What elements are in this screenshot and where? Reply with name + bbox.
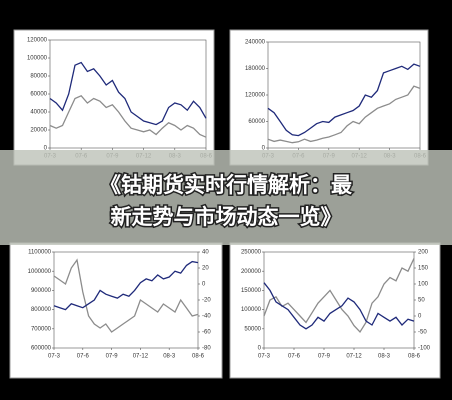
y-tick-label: 600000 — [31, 346, 52, 352]
banner-line: 新走势与市场动态一览》 — [111, 205, 342, 229]
x-tick-label: 07-9 — [318, 354, 331, 360]
y-tick-label: 60000 — [248, 119, 265, 125]
y-tick-label: 800000 — [31, 307, 52, 313]
x-tick-label: 08-3 — [163, 354, 176, 360]
y2-tick-label: 50 — [418, 298, 425, 304]
y-tick-label: 100000 — [27, 56, 48, 62]
y-tick-label: 250000 — [241, 250, 262, 256]
y2-tick-label: -60 — [202, 330, 211, 336]
y-tick-label: 180000 — [245, 66, 266, 72]
y-tick-label: 20000 — [30, 128, 47, 134]
x-tick-label: 07-12 — [133, 354, 149, 360]
x-tick-label: 07-3 — [48, 354, 61, 360]
y-tick-label: 120000 — [245, 93, 266, 99]
y-tick-label: 240000 — [245, 40, 266, 46]
y-tick-label: 200000 — [241, 269, 262, 275]
series-line — [263, 258, 415, 334]
series-line — [49, 95, 207, 138]
y2-tick-label: 0 — [202, 282, 206, 288]
x-tick-label: 07-6 — [288, 354, 301, 360]
x-tick-label: 07-9 — [106, 354, 119, 360]
x-tick-label: 07-6 — [77, 354, 90, 360]
y-tick-label: 0 — [44, 146, 48, 152]
series-line — [53, 260, 199, 311]
series-line — [267, 85, 421, 144]
banner-line: 《钴期货实时行情解析：最 — [100, 173, 353, 197]
y2-tick-label: -20 — [202, 298, 211, 304]
charts: 02000040000600008000010000012000007-307-… — [9, 29, 441, 379]
y-tick-label: 80000 — [30, 74, 47, 80]
y-tick-label: 100000 — [241, 307, 262, 313]
panel — [13, 29, 215, 166]
y2-tick-label: -40 — [202, 314, 211, 320]
y2-tick-label: 150 — [418, 266, 429, 272]
x-tick-label: 07-3 — [258, 354, 271, 360]
series-line — [53, 258, 199, 333]
y2-tick-label: 20 — [202, 266, 209, 272]
y-tick-label: 50000 — [244, 326, 261, 332]
y-tick-label: 900000 — [31, 288, 52, 294]
y-tick-label: 60000 — [30, 92, 47, 98]
y-tick-label: 1100000 — [28, 250, 52, 256]
series-line — [263, 282, 415, 330]
series-line — [267, 63, 421, 137]
y-tick-label: 120000 — [27, 38, 48, 44]
y2-tick-label: -50 — [418, 330, 427, 336]
y2-tick-label: 40 — [202, 250, 209, 256]
y-tick-label: 0 — [262, 146, 266, 152]
x-tick-label: 07-12 — [346, 354, 362, 360]
y-tick-label: 150000 — [241, 288, 262, 294]
y-tick-label: 0 — [258, 346, 262, 352]
y2-tick-label: 200 — [418, 250, 429, 256]
y-tick-label: 40000 — [30, 110, 47, 116]
x-tick-label: 08-6 — [408, 354, 421, 360]
y-tick-label: 700000 — [31, 326, 52, 332]
y2-tick-label: 100 — [418, 282, 429, 288]
y2-tick-label: -80 — [202, 346, 211, 352]
series-line — [49, 61, 207, 126]
panel — [229, 29, 429, 166]
y2-tick-label: 0 — [418, 314, 422, 320]
y-tick-label: 1000000 — [28, 269, 52, 275]
y2-tick-label: -100 — [418, 346, 431, 352]
x-tick-label: 08-3 — [378, 354, 391, 360]
banner — [0, 150, 452, 245]
x-tick-label: 08-6 — [192, 354, 205, 360]
